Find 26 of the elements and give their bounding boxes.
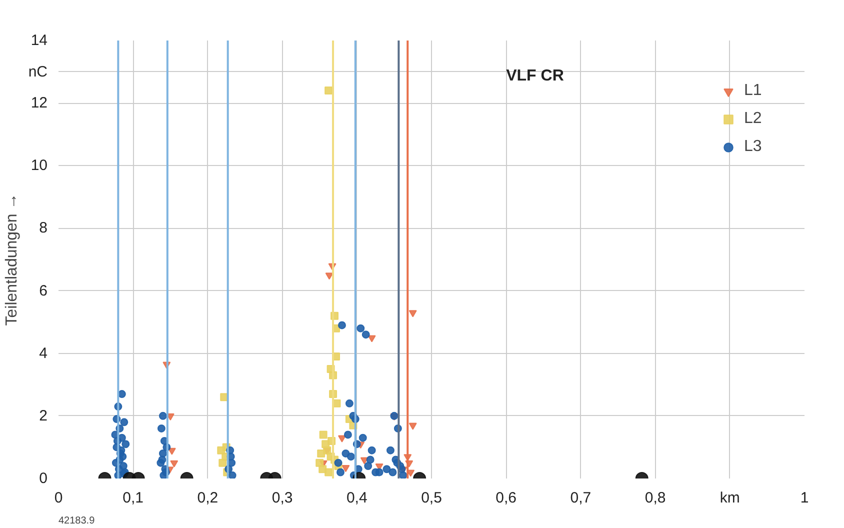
legend-label: L3 — [744, 138, 763, 156]
x-tick-label: 0,6 — [496, 490, 517, 506]
x-tick-label: 0,5 — [421, 490, 442, 506]
legend-label: L1 — [744, 82, 763, 100]
y-tick-label: 14 — [30, 32, 48, 49]
y-tick-label: nC — [28, 63, 48, 80]
y-tick-label: 0 — [39, 470, 48, 487]
x-tick-label: 1 — [800, 490, 809, 506]
x-tick-label: 0,2 — [197, 490, 218, 506]
legend-label: L2 — [744, 110, 763, 128]
text: 42183.9 — [58, 516, 96, 526]
x-tick-label: 0,1 — [122, 490, 144, 506]
text: VLF CR — [506, 67, 564, 84]
x-tick-label: km — [720, 490, 740, 506]
x-tick-label: 0,8 — [644, 490, 666, 506]
y-tick-label: 10 — [30, 157, 48, 174]
y-tick-label: 6 — [39, 282, 48, 300]
y-tick-label: 4 — [39, 344, 48, 362]
x-tick-label: 0,4 — [346, 490, 368, 506]
x-tick-label: 0 — [54, 490, 63, 506]
x-tick-label: 0,3 — [272, 490, 293, 506]
y-tick-label: 8 — [39, 220, 48, 237]
y-tick-label: 12 — [30, 94, 48, 112]
y-tick-label: 2 — [39, 407, 48, 424]
y-axis-title: Teilentladungen → — [3, 193, 20, 326]
x-tick-label: 0,7 — [570, 490, 592, 506]
